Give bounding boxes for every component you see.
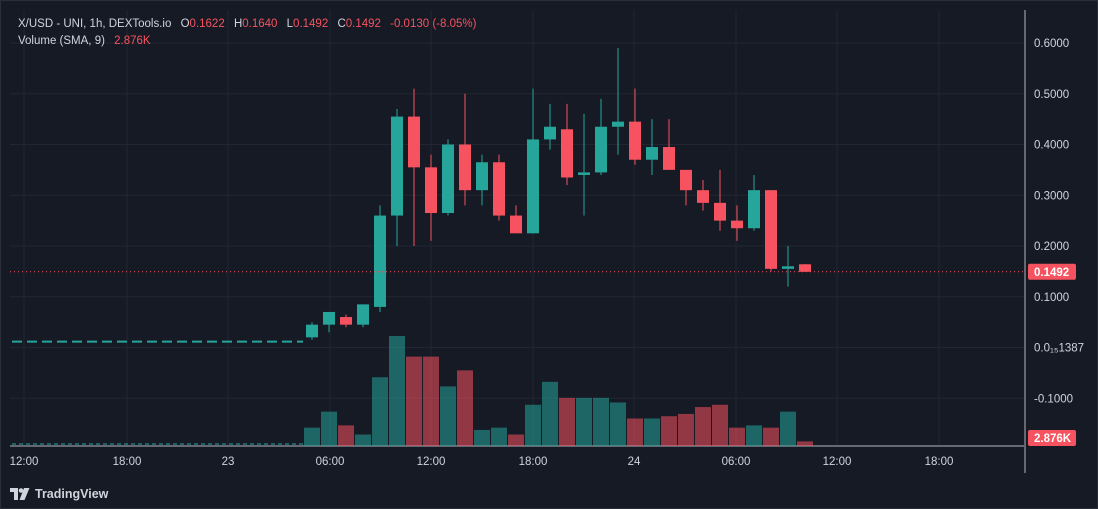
candle-body <box>646 147 658 160</box>
volume-bar <box>321 411 337 446</box>
candle-body <box>357 304 369 325</box>
price-tick-label: 0.1000 <box>1034 292 1069 304</box>
legend-low: L0.1492 <box>286 18 329 30</box>
volume-bar <box>712 404 728 446</box>
volume-bar <box>389 336 405 446</box>
volume-bar <box>780 411 796 446</box>
candle-body <box>731 220 743 229</box>
time-tick-label: 18:00 <box>113 456 142 468</box>
legend-volume-label: Volume (SMA, 9) <box>18 35 105 47</box>
legend-close: C0.1492 <box>337 18 381 30</box>
volume-bar <box>355 434 371 446</box>
chart-legend: X/USD - UNI, 1h, DEXTools.io O0.1622 H0.… <box>18 16 482 50</box>
candle-body <box>493 162 505 216</box>
candle-body <box>595 126 607 173</box>
candle-body <box>408 116 420 168</box>
time-tick-label: 12:00 <box>10 456 39 468</box>
time-tick-label: 18:00 <box>519 456 548 468</box>
time-tick-label: 12:00 <box>417 456 446 468</box>
candle-body <box>306 324 318 338</box>
volume-bar <box>474 429 490 446</box>
candle-body <box>425 167 437 214</box>
tradingview-brand[interactable]: TradingView <box>10 487 108 501</box>
candle-body <box>578 172 590 175</box>
volume-bar <box>406 356 422 446</box>
volume-bar <box>372 377 388 446</box>
last-price-label: 0.1492 <box>1034 267 1069 279</box>
volume-bar <box>763 427 779 446</box>
legend-volume-row: Volume (SMA, 9) 2.876K <box>18 33 482 50</box>
time-tick-label: 24 <box>628 456 641 468</box>
candle-body <box>340 317 352 325</box>
candle-body <box>714 202 726 221</box>
volume-bar <box>542 381 558 446</box>
legend-high: H0.1640 <box>233 18 278 30</box>
candle-body <box>680 169 692 191</box>
volume-bar <box>797 441 813 446</box>
candle-body <box>765 190 777 269</box>
legend-symbol: X/USD - UNI, 1h, DEXTools.io <box>18 18 172 30</box>
tradingview-logo-icon <box>10 488 30 500</box>
candle-body <box>459 144 471 191</box>
candle-body <box>629 121 641 160</box>
volume-bar <box>508 434 524 446</box>
candle-body <box>697 190 709 203</box>
time-tick-label: 12:00 <box>823 456 852 468</box>
legend-price-row: X/USD - UNI, 1h, DEXTools.io O0.1622 H0.… <box>18 16 482 33</box>
legend-change: -0.0130 (-8.05%) <box>390 18 477 30</box>
volume-bar <box>729 427 745 446</box>
volume-bar <box>576 397 592 446</box>
candle-body <box>544 126 556 140</box>
last-volume-label: 2.876K <box>1034 433 1072 445</box>
legend-volume-value: 2.876K <box>114 35 151 47</box>
volume-bar <box>304 427 320 446</box>
volume-bar <box>661 416 677 446</box>
candle-body <box>374 215 386 307</box>
price-tick-label: -0.1000 <box>1034 393 1073 405</box>
price-tick-label: 0.5000 <box>1034 89 1069 101</box>
candle-body <box>663 147 675 170</box>
candle-body <box>612 121 624 127</box>
tradingview-label: TradingView <box>35 487 109 501</box>
volume-bar <box>440 386 456 446</box>
price-tick-label: 0.2000 <box>1034 241 1069 253</box>
volume-bar <box>695 407 711 446</box>
candle-body <box>799 264 811 272</box>
price-tick-label: 0.6000 <box>1034 38 1069 50</box>
last-volume-tag <box>1028 430 1076 446</box>
last-price-tag <box>1028 263 1076 280</box>
price-tick-label: 0.4000 <box>1034 140 1069 152</box>
volume-bar <box>457 370 473 446</box>
candle-body <box>782 266 794 269</box>
candle-body <box>561 129 573 178</box>
time-tick-label: 23 <box>222 456 235 468</box>
volume-bar <box>610 402 626 446</box>
volume-bar <box>423 356 439 446</box>
time-tick-label: 06:00 <box>722 456 751 468</box>
candle-body <box>391 116 403 216</box>
volume-bar <box>746 425 762 446</box>
candle-body <box>748 190 760 229</box>
candle-body <box>527 139 539 234</box>
volume-bar <box>678 413 694 446</box>
time-tick-label: 06:00 <box>316 456 345 468</box>
volume-bar <box>559 397 575 446</box>
candle-body <box>442 144 454 214</box>
candle-body <box>476 162 488 191</box>
legend-open: O0.1622 <box>180 18 225 30</box>
volume-bar <box>593 397 609 446</box>
volume-bar <box>627 418 643 446</box>
candle-body <box>510 215 522 234</box>
volume-bar <box>338 425 354 446</box>
price-tick-label: 0.3000 <box>1034 190 1069 202</box>
volume-bar <box>644 418 660 446</box>
price-tick-label: 0.0₁₅1387 <box>1034 343 1084 355</box>
time-tick-label: 18:00 <box>925 456 954 468</box>
volume-bar <box>491 427 507 446</box>
volume-bar <box>525 404 541 446</box>
candle-body <box>323 311 335 325</box>
